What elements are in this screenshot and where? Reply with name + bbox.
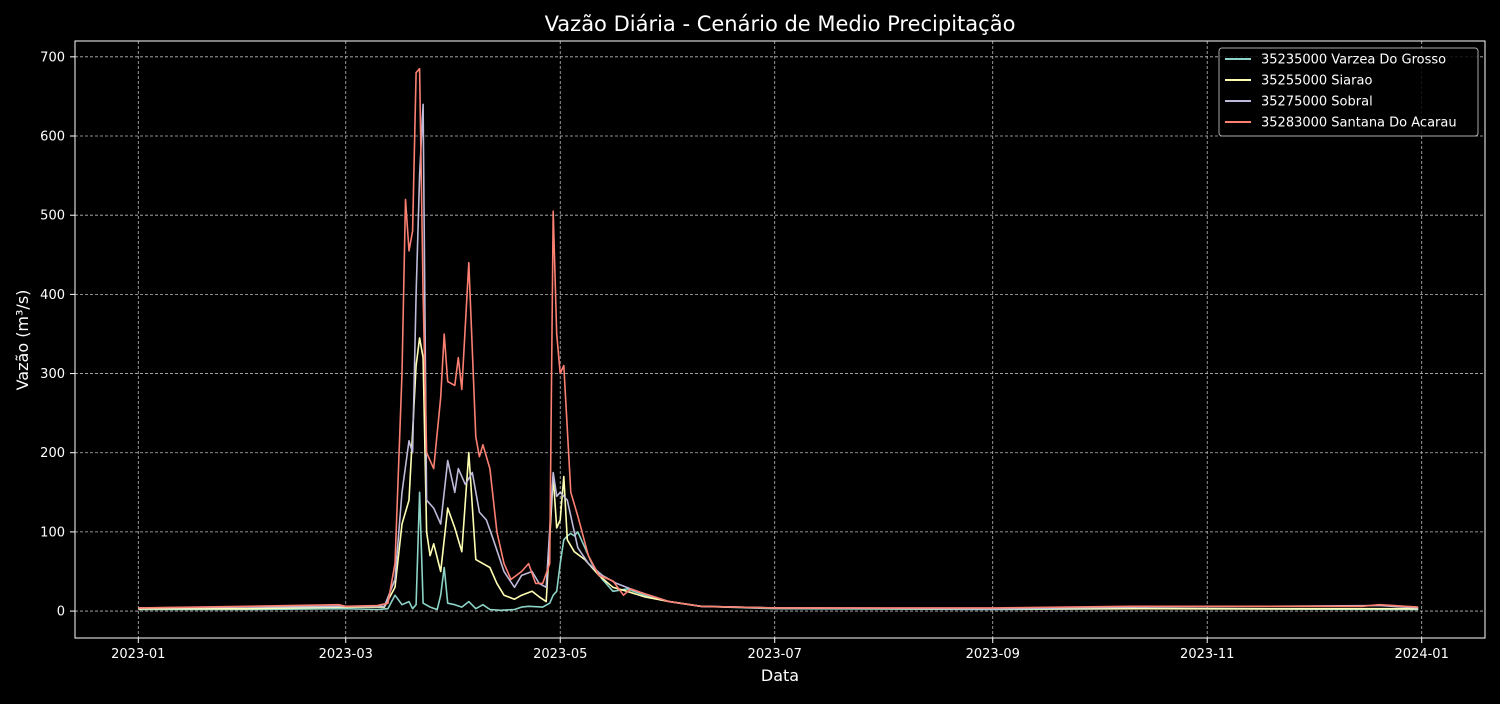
y-axis-label: Vazão (m³/s) [13, 290, 32, 391]
series-line-3 [138, 67, 1419, 609]
series-lines [138, 67, 1419, 612]
y-tick-label: 500 [40, 209, 65, 224]
y-tick-label: 0 [57, 605, 65, 620]
x-tick-label: 2023-01 [111, 647, 165, 662]
series-line-1 [138, 337, 1419, 610]
legend: 35235000 Varzea Do Grosso 35255000 Siarao… [1218, 47, 1479, 137]
y-tick-label: 600 [40, 130, 65, 145]
legend-label: 35235000 Varzea Do Grosso [1261, 53, 1446, 68]
plot-area-frame [74, 40, 1486, 639]
legend-box [1218, 47, 1479, 137]
x-tick-label: 2023-07 [748, 647, 802, 662]
y-tick-label: 300 [40, 367, 65, 382]
y-tick-label: 700 [40, 50, 65, 65]
x-tick-label: 2023-03 [319, 647, 373, 662]
legend-label: 35255000 Siarao [1261, 74, 1372, 89]
series-line-0 [138, 491, 1419, 612]
chart-title: Vazão Diária - Cenário de Medio Precipit… [545, 12, 1016, 36]
x-tick-label: 2023-11 [1180, 647, 1234, 662]
x-tick-label: 2024-01 [1395, 647, 1449, 662]
y-tick-label: 200 [40, 446, 65, 461]
legend-label: 35275000 Sobral [1261, 95, 1373, 110]
x-axis-label: Data [761, 666, 799, 685]
x-tick-label: 2023-09 [966, 647, 1020, 662]
y-axis-ticks: 0 100 200 300 400 500 600 700 [40, 50, 75, 620]
x-axis-ticks: 2023-01 2023-03 2023-05 2023-07 2023-09 2023-… [111, 638, 1449, 662]
legend-label: 35283000 Santana Do Acarau [1261, 116, 1457, 131]
x-tick-label: 2023-05 [533, 647, 587, 662]
y-tick-label: 100 [40, 525, 65, 540]
y-tick-label: 400 [40, 288, 65, 303]
